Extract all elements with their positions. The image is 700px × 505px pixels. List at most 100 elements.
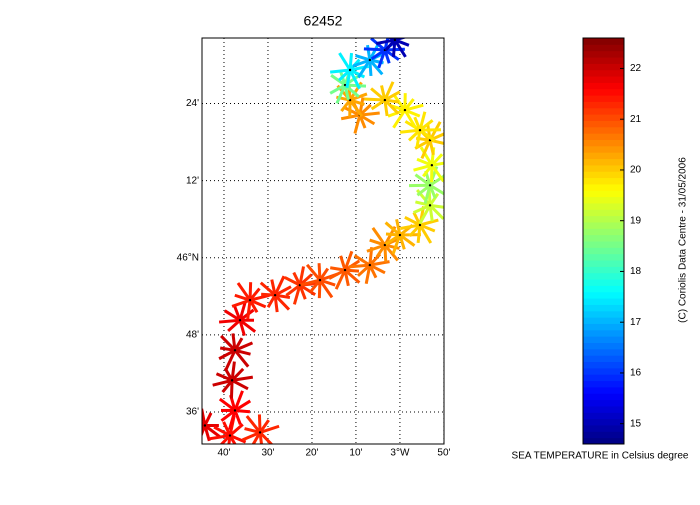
track-dot bbox=[259, 431, 261, 433]
colorbar-cell bbox=[583, 203, 624, 210]
x-tick-label: 30' bbox=[261, 448, 274, 459]
colorbar-cell bbox=[583, 355, 624, 362]
stick bbox=[385, 245, 386, 262]
colorbar-cell bbox=[583, 38, 624, 45]
stick bbox=[330, 268, 345, 270]
colorbar-cell bbox=[583, 127, 624, 134]
colorbar-cell bbox=[583, 374, 624, 381]
stick bbox=[339, 53, 350, 70]
colorbar-cell bbox=[583, 165, 624, 172]
colorbar-cell bbox=[583, 298, 624, 305]
colorbar-cell bbox=[583, 146, 624, 153]
colorbar-cell bbox=[583, 393, 624, 400]
colorbar-cell bbox=[583, 44, 624, 51]
stick bbox=[233, 333, 235, 350]
stick bbox=[219, 320, 240, 322]
track-dot bbox=[319, 279, 321, 281]
x-tick-label: 50' bbox=[437, 448, 450, 459]
colorbar-cell bbox=[583, 419, 624, 426]
stick bbox=[205, 413, 211, 426]
colorbar-cell bbox=[583, 247, 624, 254]
stick bbox=[319, 263, 320, 280]
colorbar-cell bbox=[583, 317, 624, 324]
colorbar-cell bbox=[583, 273, 624, 280]
colorbar-cell bbox=[583, 343, 624, 350]
track-dot bbox=[369, 264, 371, 266]
track-dot bbox=[419, 129, 421, 131]
x-tick-label: 10' bbox=[349, 448, 362, 459]
colorbar-cell bbox=[583, 279, 624, 286]
colorbar-cell bbox=[583, 159, 624, 166]
colorbar-cell bbox=[583, 209, 624, 216]
y-tick-label: 46°N bbox=[177, 252, 199, 263]
stick bbox=[400, 130, 420, 132]
colorbar-label: SEA TEMPERATURE in Celsius degree bbox=[512, 451, 689, 462]
track-dot bbox=[249, 299, 251, 301]
stick bbox=[232, 300, 250, 306]
track-dot bbox=[229, 434, 231, 436]
colorbar-cell bbox=[583, 89, 624, 96]
colorbar-cell bbox=[583, 101, 624, 108]
colorbar-cell bbox=[583, 266, 624, 273]
colorbar-cell bbox=[583, 190, 624, 197]
stick bbox=[268, 295, 275, 307]
colorbar-cell bbox=[583, 381, 624, 388]
track-dot bbox=[394, 39, 396, 41]
colorbar-tick-label: 16 bbox=[630, 368, 642, 379]
colorbar-cell bbox=[583, 184, 624, 191]
colorbar-tick-label: 20 bbox=[630, 165, 642, 176]
colorbar-cell bbox=[583, 292, 624, 299]
track-dot bbox=[429, 184, 431, 186]
x-tick-label: 40' bbox=[217, 448, 230, 459]
colorbar-cell bbox=[583, 152, 624, 159]
colorbar-cell bbox=[583, 406, 624, 413]
colorbar-cell bbox=[583, 323, 624, 330]
colorbar-cell bbox=[583, 362, 624, 369]
colorbar-cell bbox=[583, 82, 624, 89]
colorbar-cell bbox=[583, 311, 624, 318]
stick bbox=[385, 21, 395, 40]
colorbar-cell bbox=[583, 178, 624, 185]
x-tick-label: 3°W bbox=[390, 448, 410, 459]
stick bbox=[355, 115, 360, 133]
track-dot bbox=[404, 109, 406, 111]
colorbar-cell bbox=[583, 260, 624, 267]
colorbar-tick-label: 15 bbox=[630, 418, 642, 429]
stick bbox=[330, 70, 350, 72]
colorbar-cell bbox=[583, 400, 624, 407]
stick bbox=[349, 265, 370, 267]
colorbar-tick-label: 17 bbox=[630, 317, 642, 328]
colorbar-cell bbox=[583, 57, 624, 64]
colorbar-cell bbox=[583, 222, 624, 229]
colorbar-cell bbox=[583, 349, 624, 356]
colorbar-cell bbox=[583, 431, 624, 438]
track-dot bbox=[429, 204, 431, 206]
colorbar-cell bbox=[583, 241, 624, 248]
colorbar-cell bbox=[583, 254, 624, 261]
chart-title: 62452 bbox=[304, 13, 343, 29]
colorbar-cell bbox=[583, 70, 624, 77]
colorbar-cell bbox=[583, 133, 624, 140]
track-dot bbox=[369, 59, 371, 61]
track-dot bbox=[239, 319, 241, 321]
colorbar-cell bbox=[583, 197, 624, 204]
colorbar-cell bbox=[583, 368, 624, 375]
y-tick-label: 48' bbox=[186, 330, 199, 341]
track-point bbox=[219, 333, 252, 369]
track-layer bbox=[190, 21, 452, 454]
x-tick-label: 20' bbox=[305, 448, 318, 459]
stick bbox=[360, 113, 380, 115]
colorbar-cell bbox=[583, 51, 624, 58]
stick bbox=[235, 410, 250, 411]
colorbar-cell bbox=[583, 216, 624, 223]
colorbar-cell bbox=[583, 76, 624, 83]
stick bbox=[275, 295, 277, 312]
y-tick-label: 24' bbox=[186, 98, 199, 109]
track-dot bbox=[344, 269, 346, 271]
colorbar-cell bbox=[583, 228, 624, 235]
track-dot bbox=[204, 424, 206, 426]
stick bbox=[197, 425, 205, 445]
colorbar-cell bbox=[583, 171, 624, 178]
colorbar-tick-label: 22 bbox=[630, 63, 642, 74]
